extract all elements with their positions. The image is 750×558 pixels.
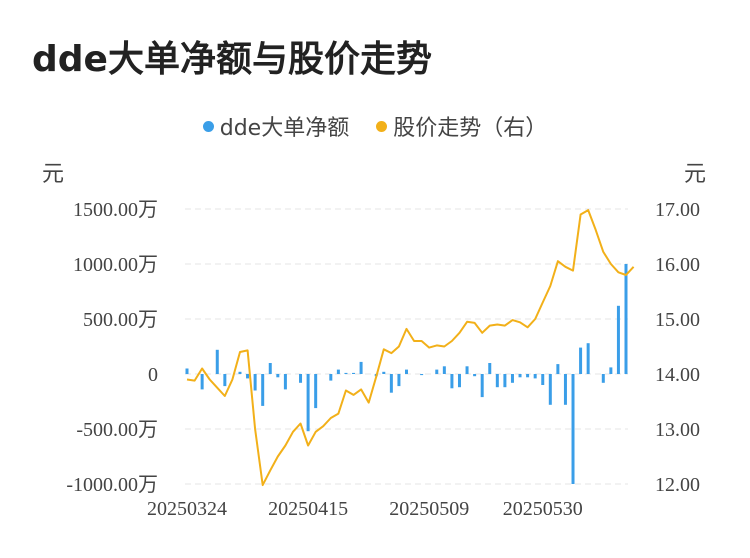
dde-bar bbox=[503, 374, 507, 388]
dde-bar bbox=[200, 374, 204, 390]
left-axis-tick-label: -1000.00万 bbox=[66, 474, 158, 496]
right-axis-tick-label: 12.00 bbox=[655, 474, 700, 496]
legend-dot-dde bbox=[202, 120, 214, 132]
dde-bar bbox=[624, 264, 628, 374]
dde-bar bbox=[586, 343, 590, 374]
x-axis-tick-label: 20250324 bbox=[147, 498, 227, 520]
dde-bar bbox=[246, 374, 250, 379]
legend-dot-price bbox=[376, 120, 388, 132]
dde-bar bbox=[609, 367, 613, 374]
dde-bar bbox=[405, 369, 408, 374]
dde-bar bbox=[299, 374, 303, 383]
x-axis-tick-label: 20250509 bbox=[389, 498, 469, 520]
dde-bar bbox=[541, 374, 545, 385]
left-axis-tick-label: 500.00万 bbox=[83, 309, 158, 331]
dde-bar bbox=[495, 374, 499, 388]
right-axis-tick-label: 15.00 bbox=[655, 309, 700, 331]
left-axis-tick-label: 1500.00万 bbox=[73, 199, 158, 221]
right-axis-unit: 元 bbox=[684, 162, 707, 187]
right-axis-tick-label: 14.00 bbox=[655, 364, 700, 386]
dde-bar bbox=[450, 374, 454, 389]
dde-bar bbox=[556, 364, 560, 374]
dde-bar bbox=[253, 374, 257, 391]
dde-bar bbox=[359, 361, 363, 374]
dde-bar bbox=[473, 374, 477, 377]
dde-bar bbox=[268, 363, 272, 374]
legend-label-dde: dde大单净额 bbox=[219, 116, 350, 141]
dde-bar bbox=[238, 371, 242, 374]
dde-bar bbox=[389, 374, 393, 393]
legend: dde大单净额 股价走势（右） bbox=[0, 110, 750, 142]
dde-bar bbox=[435, 369, 439, 374]
left-axis-tick-label: -500.00万 bbox=[76, 419, 158, 441]
legend-label-price: 股价走势（右） bbox=[393, 116, 548, 141]
dde-bar bbox=[533, 374, 537, 379]
dde-bar bbox=[336, 369, 340, 374]
chart-title: dde大单净额与股价走势 bbox=[32, 39, 432, 80]
legend-item-price[interactable]: 股价走势（右） bbox=[376, 110, 547, 142]
x-axis-tick-label: 20250415 bbox=[268, 498, 348, 520]
dde-bar bbox=[616, 305, 620, 374]
dde-bar bbox=[382, 371, 386, 374]
dde-bar bbox=[276, 374, 280, 378]
dde-bar bbox=[571, 374, 575, 484]
right-axis-tick-label: 16.00 bbox=[655, 254, 700, 276]
dde-bar bbox=[283, 374, 287, 390]
dde-bar bbox=[185, 368, 189, 374]
left-axis-unit: 元 bbox=[42, 162, 65, 187]
price-line bbox=[186, 209, 635, 487]
right-axis-tick-label: 17.00 bbox=[655, 199, 700, 221]
left-axis-tick-label: 0 bbox=[148, 364, 158, 386]
dde-bar bbox=[306, 374, 310, 432]
dde-bar bbox=[510, 374, 514, 383]
dde-bar bbox=[420, 374, 424, 376]
dde-bar bbox=[518, 374, 522, 378]
dde-bar bbox=[344, 372, 348, 374]
dde-bar bbox=[548, 374, 552, 405]
dde-bar bbox=[579, 347, 583, 374]
dde-bar bbox=[480, 374, 484, 398]
dde-bar bbox=[442, 366, 446, 374]
dde-bar bbox=[563, 374, 567, 405]
dde-bar bbox=[352, 372, 356, 374]
dde-bar bbox=[329, 374, 333, 381]
dde-bar bbox=[526, 374, 530, 378]
dde-bar bbox=[601, 374, 605, 383]
dde-bar bbox=[457, 374, 461, 388]
right-axis-tick-label: 13.00 bbox=[655, 419, 700, 441]
dde-bar bbox=[397, 374, 401, 387]
dde-bar bbox=[223, 374, 227, 387]
left-axis-tick-label: 1000.00万 bbox=[73, 254, 158, 276]
dde-bar bbox=[488, 363, 492, 374]
dde-bar bbox=[314, 374, 318, 409]
x-axis-tick-label: 20250530 bbox=[503, 498, 583, 520]
dde-bar bbox=[261, 374, 265, 406]
legend-item-dde[interactable]: dde大单净额 bbox=[202, 110, 350, 142]
dde-bar bbox=[215, 349, 219, 374]
dde-bar bbox=[465, 366, 469, 374]
